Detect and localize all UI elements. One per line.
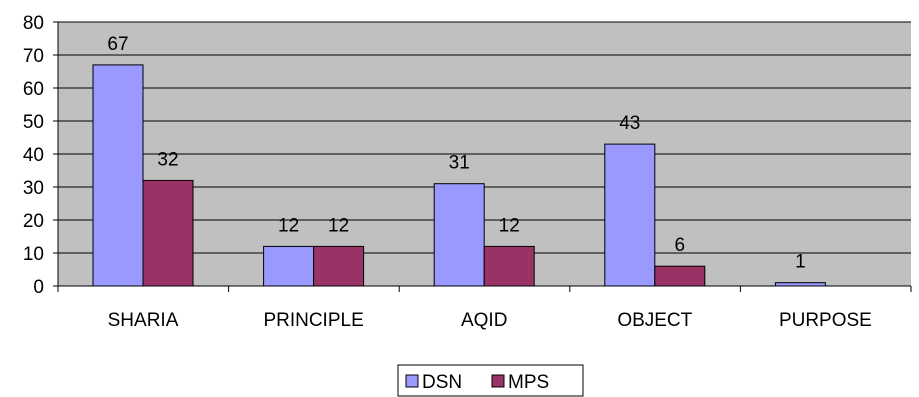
legend-label-dsn: DSN bbox=[422, 372, 462, 393]
data-label: 31 bbox=[449, 153, 470, 174]
data-label: 6 bbox=[675, 235, 686, 256]
bar-dsn-aqid bbox=[433, 183, 485, 287]
data-labels: 67 32 12 12 31 12 43 6 1 bbox=[107, 34, 805, 273]
y-tick-label: 80 bbox=[23, 13, 44, 34]
bars bbox=[92, 64, 826, 287]
x-tick-label: PURPOSE bbox=[779, 310, 872, 331]
legend-label-mps: MPS bbox=[508, 372, 549, 393]
x-tick-label: PRINCIPLE bbox=[263, 310, 363, 331]
y-tick-label: 50 bbox=[23, 112, 44, 133]
data-label: 43 bbox=[619, 113, 640, 134]
legend: DSN MPS bbox=[397, 364, 584, 397]
y-tick-label: 70 bbox=[23, 46, 44, 67]
y-tick-label: 0 bbox=[33, 277, 44, 298]
y-tick-label: 30 bbox=[23, 178, 44, 199]
data-label: 12 bbox=[499, 215, 520, 236]
bar-dsn-object bbox=[604, 143, 656, 287]
bar-dsn-sharia bbox=[92, 64, 144, 287]
y-tick-label: 60 bbox=[23, 79, 44, 100]
legend-swatch-mps bbox=[491, 374, 505, 388]
y-tick-label: 10 bbox=[23, 244, 44, 265]
legend-swatch-dsn bbox=[405, 374, 419, 388]
y-tick-labels: 0 10 20 30 40 50 60 70 80 bbox=[23, 13, 44, 298]
data-label: 1 bbox=[795, 252, 806, 273]
x-tick-label: AQID bbox=[461, 310, 507, 331]
legend-box bbox=[397, 364, 584, 397]
data-label: 32 bbox=[157, 149, 178, 170]
x-tick-label: OBJECT bbox=[617, 310, 692, 331]
y-tick-label: 40 bbox=[23, 145, 44, 166]
bar-mps-aqid bbox=[483, 245, 535, 287]
y-tick-label: 20 bbox=[23, 211, 44, 232]
x-tick-label: SHARIA bbox=[108, 310, 179, 331]
data-label: 12 bbox=[278, 215, 299, 236]
bar-dsn-principle bbox=[263, 245, 315, 287]
data-label: 67 bbox=[107, 34, 128, 55]
bar-mps-principle bbox=[313, 245, 365, 287]
axes bbox=[53, 21, 912, 292]
bar-mps-object bbox=[654, 265, 706, 287]
data-label: 12 bbox=[328, 215, 349, 236]
bar-mps-sharia bbox=[142, 179, 194, 287]
x-category-labels: SHARIA PRINCIPLE AQID OBJECT PURPOSE bbox=[108, 310, 872, 331]
